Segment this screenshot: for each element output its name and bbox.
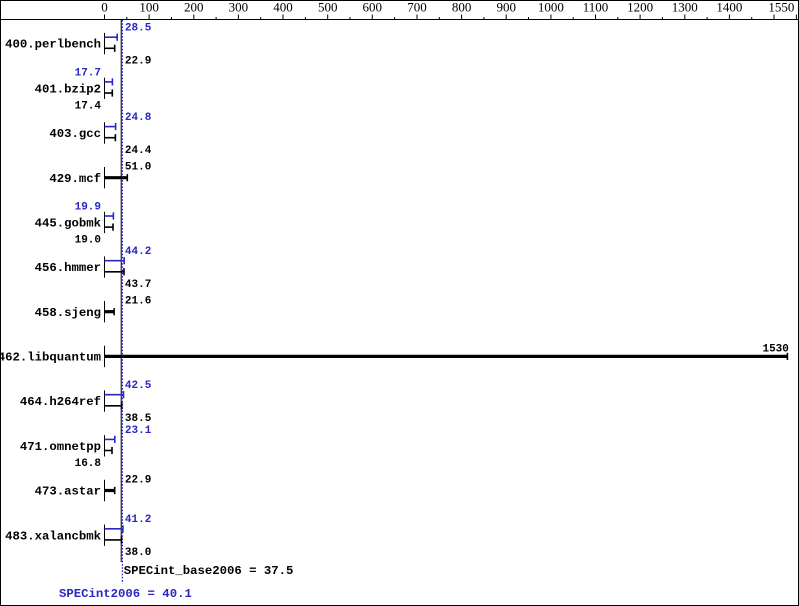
svg-text:401.bzip2: 401.bzip2 (35, 82, 101, 96)
svg-text:500: 500 (318, 0, 338, 15)
svg-text:429.mcf: 429.mcf (49, 172, 101, 186)
svg-text:21.6: 21.6 (125, 296, 151, 308)
svg-text:200: 200 (184, 0, 204, 15)
svg-text:1000: 1000 (538, 0, 564, 15)
svg-text:445.gobmk: 445.gobmk (35, 217, 102, 231)
svg-text:600: 600 (363, 0, 383, 15)
svg-text:400.perlbench: 400.perlbench (5, 38, 101, 52)
svg-text:1550: 1550 (768, 0, 794, 15)
svg-text:23.1: 23.1 (125, 425, 152, 437)
svg-text:28.5: 28.5 (125, 23, 152, 35)
svg-text:1200: 1200 (627, 0, 653, 15)
svg-text:19.0: 19.0 (75, 234, 101, 246)
svg-text:41.2: 41.2 (125, 514, 151, 526)
svg-text:464.h264ref: 464.h264ref (20, 395, 101, 409)
svg-text:24.8: 24.8 (125, 112, 152, 124)
svg-text:800: 800 (452, 0, 472, 15)
svg-text:1100: 1100 (583, 0, 609, 15)
svg-text:17.4: 17.4 (75, 100, 102, 112)
svg-text:400: 400 (273, 0, 293, 15)
svg-text:SPECint2006 = 40.1: SPECint2006 = 40.1 (59, 587, 192, 601)
svg-text:42.5: 42.5 (125, 380, 152, 392)
svg-text:SPECint_base2006 = 37.5: SPECint_base2006 = 37.5 (124, 564, 294, 578)
svg-text:300: 300 (229, 0, 249, 15)
svg-text:403.gcc: 403.gcc (49, 127, 101, 141)
svg-text:1530: 1530 (762, 343, 788, 355)
svg-text:22.9: 22.9 (125, 56, 151, 68)
svg-text:17.7: 17.7 (75, 67, 101, 79)
svg-text:19.9: 19.9 (75, 201, 101, 213)
svg-text:483.xalancbmk: 483.xalancbmk (5, 529, 102, 543)
svg-text:0: 0 (101, 0, 108, 15)
svg-text:473.astar: 473.astar (35, 485, 101, 499)
svg-text:458.sjeng: 458.sjeng (35, 306, 101, 320)
svg-text:900: 900 (496, 0, 516, 15)
svg-text:22.9: 22.9 (125, 475, 151, 487)
svg-text:1300: 1300 (672, 0, 698, 15)
svg-text:100: 100 (139, 0, 159, 15)
svg-text:24.4: 24.4 (125, 145, 152, 157)
svg-text:51.0: 51.0 (125, 162, 151, 174)
svg-text:700: 700 (407, 0, 427, 15)
svg-text:16.8: 16.8 (75, 458, 102, 470)
svg-text:471.omnetpp: 471.omnetpp (20, 440, 101, 454)
svg-text:456.hmmer: 456.hmmer (35, 261, 101, 275)
svg-text:43.7: 43.7 (125, 279, 151, 291)
svg-text:44.2: 44.2 (125, 246, 151, 258)
svg-text:38.0: 38.0 (125, 547, 151, 559)
svg-text:38.5: 38.5 (125, 413, 152, 425)
svg-text:462.libquantum: 462.libquantum (0, 351, 101, 365)
svg-text:1400: 1400 (716, 0, 742, 15)
